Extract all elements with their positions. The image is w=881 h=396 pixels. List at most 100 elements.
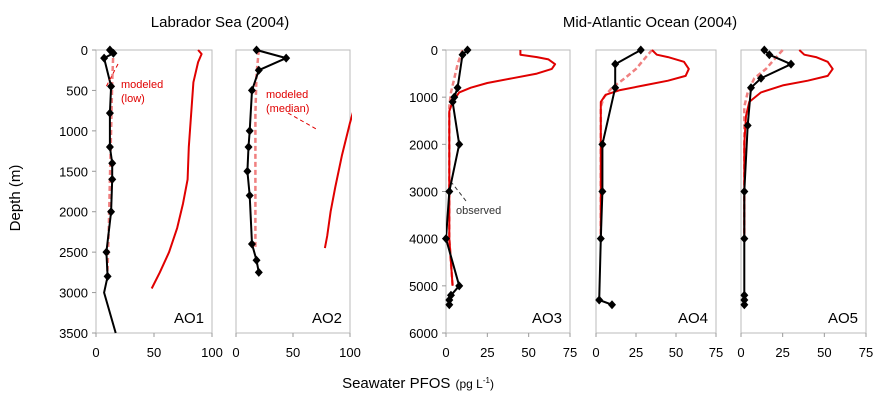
panel-ao1: 0 500 1000 1500 2000 2500 3000 3500 0 50 100 AO1 <box>59 43 223 360</box>
observed-point <box>747 83 755 93</box>
x-tick-label: 25 <box>775 345 789 360</box>
y-tick-label: 2000 <box>59 205 88 220</box>
observed-point <box>247 239 256 249</box>
y-tick-label: 0 <box>81 43 88 58</box>
observed-point <box>445 295 454 305</box>
annotation-text: modeled <box>266 89 308 101</box>
annotation-text: (low) <box>121 93 145 105</box>
annotation-text: observed <box>456 205 501 217</box>
panel-label: AO2 <box>312 310 342 327</box>
x-tick-label: 75 <box>859 345 873 360</box>
observed-point <box>254 267 263 277</box>
annotation-ao3: observed <box>451 182 501 217</box>
observed-point <box>445 187 454 196</box>
observed-point <box>598 139 607 149</box>
series-group <box>446 49 557 305</box>
observed-point <box>740 300 749 310</box>
panel-frame <box>595 49 717 334</box>
observed-point <box>244 142 253 152</box>
panel-label: AO1 <box>174 310 204 327</box>
observed-line <box>246 49 288 273</box>
modeled-high-line <box>150 49 203 289</box>
modeled-high-line <box>599 49 690 239</box>
x-axis-label-main: Seawater PFOS <box>342 375 450 392</box>
x-tick-label: 75 <box>709 345 723 360</box>
x-axis-label: Seawater PFOS (pg L-1) <box>342 375 494 392</box>
y-tick-label: 1500 <box>59 164 88 179</box>
group-title-mid-atlantic: Mid-Atlantic Ocean (2004) <box>563 14 737 31</box>
observed-point <box>245 126 254 136</box>
y-tick-label: 5000 <box>409 279 438 294</box>
x-tick-label: 0 <box>92 345 99 360</box>
observed-point <box>787 59 795 69</box>
observed-point <box>247 85 256 95</box>
x-tick-label: 0 <box>232 345 239 360</box>
series-group <box>743 49 834 305</box>
observed-point <box>254 65 263 75</box>
x-tick-label: 25 <box>480 345 494 360</box>
x-tick-label: 50 <box>521 345 535 360</box>
observed-point <box>252 45 261 55</box>
observed-point <box>743 120 752 130</box>
panel-ao3: 0 1000 2000 3000 4000 5000 6000 0 25 50 75 AO3 <box>409 43 577 360</box>
x-axis-label-close: ) <box>490 377 494 391</box>
modeled-high-line <box>743 49 834 239</box>
observed-point <box>100 53 109 63</box>
observed-point <box>105 108 114 118</box>
observed-point <box>109 48 118 58</box>
observed-point <box>757 73 765 83</box>
panel-ao2: 0 50 100 AO2 <box>232 45 361 360</box>
annotation-ao2: modeled (median) <box>266 89 319 131</box>
observed-point <box>108 158 117 168</box>
modeled-high-line <box>323 111 352 249</box>
observed-point <box>455 139 464 149</box>
y-tick-label: 3500 <box>59 326 88 341</box>
observed-point <box>740 295 749 305</box>
x-tick-label: 0 <box>737 345 744 360</box>
panel-ao5: 0 25 50 75 AO5 <box>737 45 873 360</box>
group-title-labrador: Labrador Sea (2004) <box>151 14 289 31</box>
observed-point <box>598 187 607 196</box>
observed-point <box>102 247 111 257</box>
x-tick-label: 100 <box>339 345 361 360</box>
y-tick-label: 1000 <box>409 90 438 105</box>
observed-point <box>740 187 749 196</box>
x-tick-label: 100 <box>201 345 223 360</box>
x-tick-label: 0 <box>442 345 449 360</box>
panel-label: AO4 <box>678 310 708 327</box>
observed-point <box>245 191 254 201</box>
observed-point <box>636 45 645 55</box>
observed-line <box>103 49 117 334</box>
panel-ao4: 0 25 50 75 AO4 <box>592 45 723 360</box>
observed-point <box>740 290 749 300</box>
observed-point <box>445 300 454 310</box>
observed-point <box>611 83 620 93</box>
observed-point <box>107 81 116 91</box>
modeled-low-line <box>599 49 653 239</box>
annotation-ao1: modeled (low) <box>105 63 163 105</box>
panel-frame <box>445 49 571 334</box>
observed-point <box>760 45 769 55</box>
y-tick-label: 4000 <box>409 232 438 247</box>
observed-point <box>595 295 604 305</box>
observed-point <box>455 281 464 291</box>
series-group <box>246 49 352 273</box>
observed-point <box>608 300 616 310</box>
modeled-low-line <box>448 49 464 286</box>
observed-point <box>105 142 114 152</box>
observed-point <box>108 174 117 184</box>
y-tick-label: 2500 <box>59 245 88 260</box>
y-tick-label: 2000 <box>409 137 438 152</box>
observed-point <box>282 53 291 63</box>
annotation-leader <box>287 112 319 131</box>
x-tick-label: 50 <box>669 345 683 360</box>
annotation-leader <box>451 182 467 202</box>
observed-point <box>611 59 620 69</box>
panel-label: AO5 <box>828 310 858 327</box>
x-tick-label: 75 <box>563 345 577 360</box>
panel-label: AO3 <box>532 310 562 327</box>
observed-point <box>740 234 749 244</box>
modeled-high-line <box>448 50 557 286</box>
y-tick-label: 500 <box>66 83 88 98</box>
